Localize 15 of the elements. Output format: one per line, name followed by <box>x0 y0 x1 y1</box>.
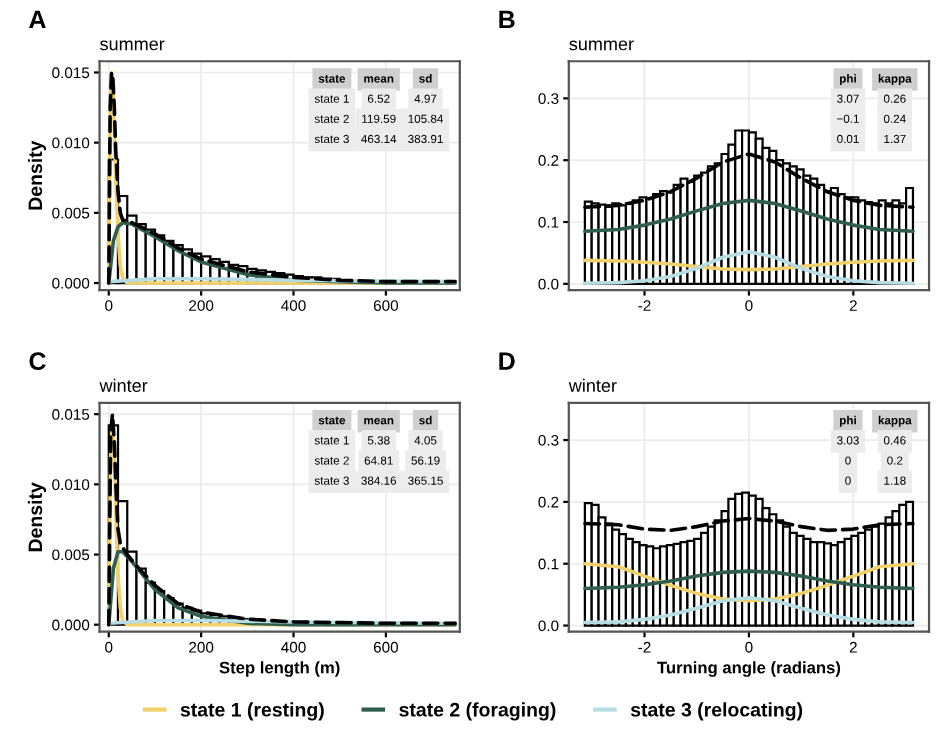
text: D <box>499 352 515 370</box>
y-axis-title: Density <box>27 482 47 552</box>
legend-label: state 3 (relocating) <box>630 702 803 721</box>
legend-label: state 2 (foraging) <box>399 702 556 721</box>
text: C <box>29 352 46 370</box>
chart-title: winter <box>568 378 617 393</box>
chart-title: winter <box>99 378 148 393</box>
legend-label: state 1 (resting) <box>180 702 324 721</box>
text: A <box>29 10 46 29</box>
y-axis-title: Density <box>27 140 47 210</box>
text: B <box>499 10 515 29</box>
x-axis-title: Step length (m) <box>219 661 340 677</box>
chart-title: summer <box>100 40 165 51</box>
chart-title: summer <box>569 40 634 51</box>
x-axis-title: Turning angle (radians) <box>657 661 841 677</box>
